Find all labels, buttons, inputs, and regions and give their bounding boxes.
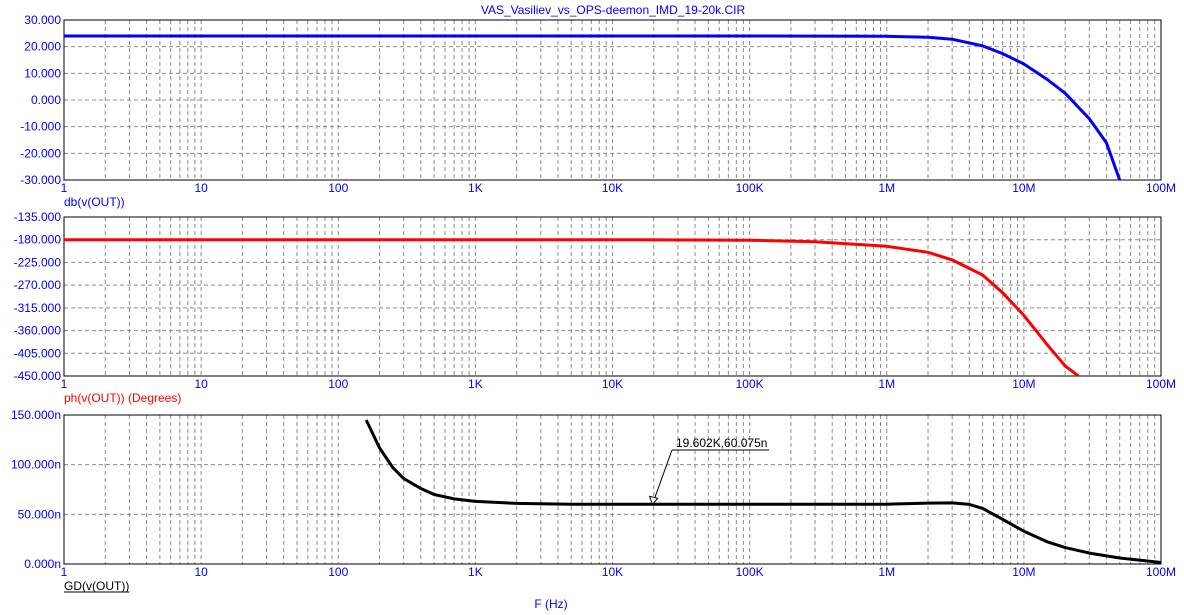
y-tick-label: -135.000 bbox=[14, 210, 62, 224]
x-tick-label: 100M bbox=[1146, 181, 1176, 195]
x-tick-label: 10M bbox=[1012, 377, 1035, 391]
x-axis-label: F (Hz) bbox=[534, 597, 567, 611]
x-tick-label: 100 bbox=[328, 565, 348, 579]
trace-label: ph(v(OUT)) (Degrees) bbox=[64, 391, 181, 405]
y-tick-label: 0.000 bbox=[31, 93, 61, 107]
plot-frame bbox=[63, 414, 1162, 565]
annotation-arrow bbox=[648, 495, 659, 506]
panel-3: 1 10 100 1K 10K 100K 1M 10M 100M 0.000n 50.000n 100… bbox=[11, 408, 1176, 593]
y-tick-label: -20.000 bbox=[20, 146, 61, 160]
x-tick-label: 100K bbox=[736, 377, 764, 391]
x-tick-label: 10 bbox=[194, 377, 208, 391]
y-tick-label: 30.000 bbox=[24, 13, 61, 27]
x-tick-label: 10 bbox=[194, 181, 208, 195]
plot-frame bbox=[63, 216, 1162, 377]
series-line bbox=[64, 238, 1080, 376]
x-tick-label: 1M bbox=[878, 565, 895, 579]
y-tick-label: -270.000 bbox=[14, 278, 62, 292]
x-tick-label: 100 bbox=[328, 377, 348, 391]
y-tick-label: -180.000 bbox=[14, 233, 62, 247]
x-tick-label: 1K bbox=[468, 377, 483, 391]
x-tick-label: 100 bbox=[328, 181, 348, 195]
x-tick-label: 10M bbox=[1012, 565, 1035, 579]
y-tick-label: -450.000 bbox=[14, 369, 62, 383]
x-tick-label: 1 bbox=[61, 181, 68, 195]
y-tick-label: 20.000 bbox=[24, 40, 61, 54]
x-tick-label: 10K bbox=[602, 565, 623, 579]
y-tick-label: -315.000 bbox=[14, 301, 62, 315]
x-tick-label: 1M bbox=[878, 377, 895, 391]
trace-label: GD(v(OUT)) bbox=[64, 579, 129, 593]
x-tick-label: 1 bbox=[61, 565, 68, 579]
annotation-leader bbox=[654, 449, 673, 499]
x-tick-label: 100K bbox=[736, 181, 764, 195]
y-tick-label: 50.000n bbox=[18, 507, 61, 521]
series-line bbox=[64, 34, 1122, 180]
x-tick-label: 100M bbox=[1146, 565, 1176, 579]
chart-title: VAS_Vasiliev_vs_OPS-deemon_IMD_19-20k.CI… bbox=[481, 3, 746, 17]
y-tick-label: 150.000n bbox=[11, 408, 61, 422]
x-tick-label: 1K bbox=[468, 181, 483, 195]
x-tick-label: 100K bbox=[736, 565, 764, 579]
x-tick-label: 100M bbox=[1146, 377, 1176, 391]
x-tick-label: 1M bbox=[878, 181, 895, 195]
x-tick-label: 10K bbox=[602, 377, 623, 391]
y-tick-label: -225.000 bbox=[14, 255, 62, 269]
y-tick-label: 100.000n bbox=[11, 458, 61, 472]
y-tick-label: -360.000 bbox=[14, 324, 62, 338]
x-tick-label: 1 bbox=[61, 377, 68, 391]
y-tick-label: -10.000 bbox=[20, 120, 61, 134]
x-tick-label: 10 bbox=[194, 565, 208, 579]
panel-2: 1 10 100 1K 10K 100K 1M 10M 100M -450.000 -405.000… bbox=[14, 210, 1176, 405]
y-tick-label: -30.000 bbox=[20, 173, 61, 187]
y-tick-label: 0.000n bbox=[24, 557, 61, 571]
y-tick-label: 10.000 bbox=[24, 66, 61, 80]
x-tick-label: 10M bbox=[1012, 181, 1035, 195]
annotation-label: 19.602K,60.075n bbox=[676, 436, 767, 450]
y-tick-label: -405.000 bbox=[14, 346, 62, 360]
series-line bbox=[364, 419, 1161, 564]
x-tick-label: 1K bbox=[468, 565, 483, 579]
trace-label: db(v(OUT)) bbox=[64, 195, 125, 209]
x-tick-label: 10K bbox=[602, 181, 623, 195]
plot-frame bbox=[63, 19, 1162, 181]
panel-1: 1 10 100 1K 10K 100K 1M 10M 100M -30.000 -20.000 -1… bbox=[20, 13, 1176, 209]
plot-panels: 1 10 100 1K 10K 100K 1M 10M 100M -30.000 -20.000 -1… bbox=[11, 13, 1176, 593]
